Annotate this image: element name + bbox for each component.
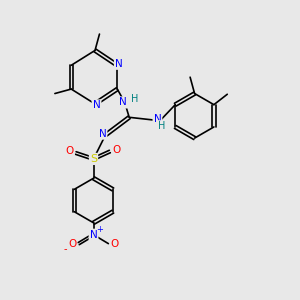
Text: +: +: [97, 225, 104, 234]
Text: O: O: [111, 238, 119, 249]
Text: N: N: [154, 114, 161, 124]
Text: O: O: [68, 238, 76, 249]
Text: H: H: [131, 94, 139, 104]
Text: N: N: [93, 100, 101, 110]
Text: S: S: [90, 154, 97, 164]
Text: O: O: [66, 146, 74, 157]
Text: -: -: [64, 244, 67, 255]
Text: N: N: [99, 129, 106, 139]
Text: N: N: [119, 98, 127, 107]
Text: N: N: [90, 230, 98, 240]
Text: O: O: [112, 145, 121, 155]
Text: N: N: [115, 59, 123, 69]
Text: H: H: [158, 121, 166, 131]
